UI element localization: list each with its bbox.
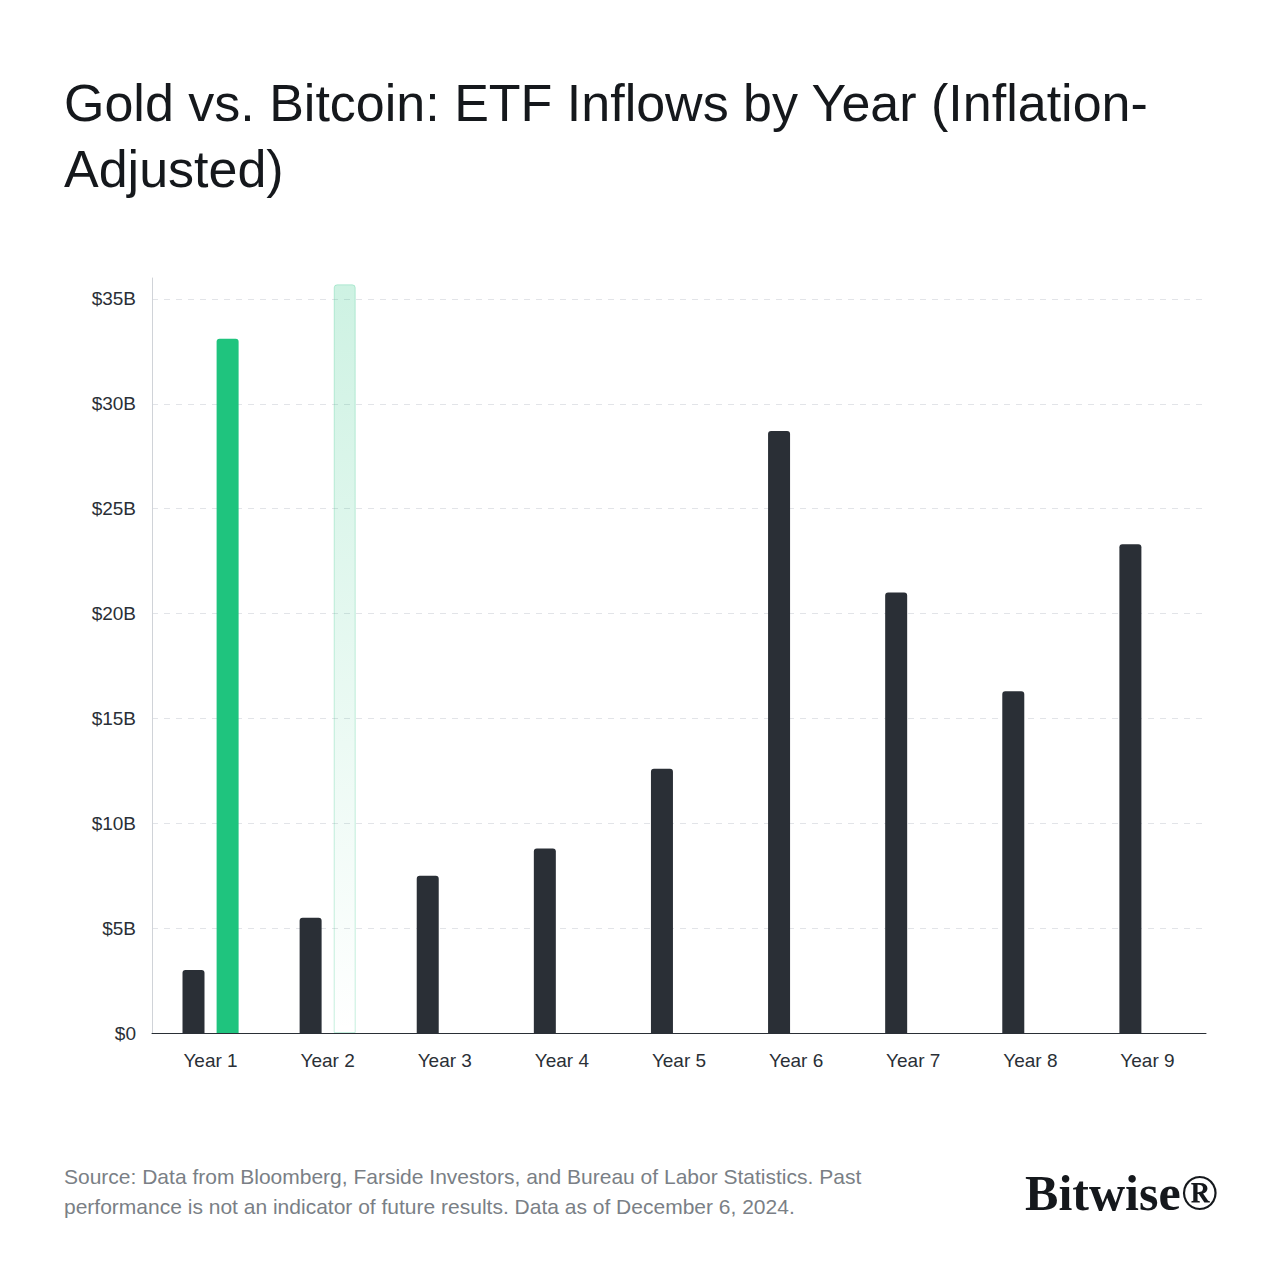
html-text:Gold vs. Bitcoin: ETF Inflows: Gold vs. Bitcoin: ETF Inflows by Year (I… (64, 74, 1148, 198)
svg-text:$30B: $30B (92, 393, 136, 414)
svg-text:Year 6: Year 6 (769, 1050, 823, 1071)
html-text:Bitwise®: Bitwise® (1025, 1165, 1218, 1221)
svg-text:$5B: $5B (102, 918, 136, 939)
svg-text:$35B: $35B (92, 288, 136, 309)
svg-text:Year 4: Year 4 (535, 1050, 590, 1071)
svg-text:$10B: $10B (92, 813, 136, 834)
svg-text:$25B: $25B (92, 498, 136, 519)
svg-text:Year 8: Year 8 (1003, 1050, 1057, 1071)
svg-text:Year 5: Year 5 (652, 1050, 706, 1071)
svg-text:$15B: $15B (92, 708, 136, 729)
svg-text:$20B: $20B (92, 603, 136, 624)
svg-text:Year 3: Year 3 (418, 1050, 472, 1071)
svg-text:Year 1: Year 1 (183, 1050, 237, 1071)
svg-text:Year 2: Year 2 (301, 1050, 355, 1071)
svg-text:$0: $0 (115, 1023, 136, 1044)
svg-text:Year 7: Year 7 (886, 1050, 940, 1071)
svg-text:Year 9: Year 9 (1120, 1050, 1174, 1071)
html-text:Source: Data from Bloomberg, F: Source: Data from Bloomberg, Farside Inv… (64, 1165, 862, 1218)
